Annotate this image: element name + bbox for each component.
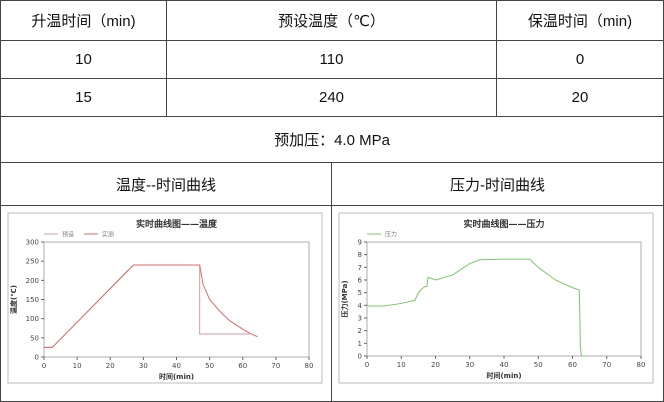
x-tick-label: 10 <box>397 361 406 369</box>
series-line-压力 <box>366 258 587 357</box>
x-tick-label: 40 <box>500 361 509 369</box>
legend-label: 预设 <box>62 231 74 239</box>
cell: 15 <box>0 78 167 117</box>
x-tick-label: 30 <box>139 362 148 370</box>
series-line-实测 <box>44 264 258 348</box>
temp-chart-title: 温度--时间曲线 <box>0 162 332 206</box>
y-tick-label: 4 <box>358 302 363 310</box>
x-tick-label: 50 <box>534 361 543 369</box>
chart-title: 实时曲线图——压力 <box>463 218 544 230</box>
x-tick-label: 60 <box>568 361 577 369</box>
y-tick-label: 150 <box>26 296 39 304</box>
pressure-chart-title: 压力-时间曲线 <box>331 162 664 206</box>
x-tick-label: 0 <box>42 362 46 370</box>
cell: 110 <box>166 40 497 79</box>
y-tick-label: 50 <box>30 334 39 342</box>
cell: 0 <box>496 40 664 79</box>
x-tick-label: 10 <box>73 362 82 370</box>
y-tick-label: 9 <box>358 239 362 247</box>
legend-label: 压力 <box>385 231 397 239</box>
y-tick-label: 100 <box>26 315 39 323</box>
y-axis-label: 压力(MPa) <box>340 280 349 317</box>
cell: 20 <box>496 78 664 117</box>
y-tick-label: 5 <box>358 289 362 297</box>
x-tick-label: 80 <box>637 361 646 369</box>
y-tick-label: 7 <box>358 264 362 272</box>
chart-title: 实时曲线图——温度 <box>136 218 218 230</box>
y-tick-label: 6 <box>358 277 363 285</box>
chart-frame <box>7 212 323 384</box>
x-tick-label: 20 <box>106 362 115 370</box>
x-tick-label: 20 <box>431 361 440 369</box>
y-tick-label: 0 <box>358 353 362 361</box>
header-preset-temp: 预设温度（℃） <box>166 0 497 41</box>
pressure-chart: 实时曲线图——压力 0 10 20 30 40 50 60 70 80 0 1 2 3 4 5 6 7 8 9 时间(m… <box>338 212 654 384</box>
x-tick-label: 60 <box>238 362 247 370</box>
temperature-chart: 实时曲线图——温度 0 10 20 30 40 50 60 70 80 0 50 100 150 200 25… <box>7 212 323 384</box>
legend-label: 实测 <box>102 231 114 239</box>
x-tick-label: 80 <box>305 362 314 370</box>
y-tick-label: 1 <box>358 340 362 348</box>
preload-pressure: 预加压：4.0 MPa <box>0 116 664 163</box>
y-tick-label: 0 <box>35 354 39 362</box>
y-tick-label: 3 <box>358 315 362 323</box>
y-tick-label: 200 <box>26 277 39 285</box>
x-axis-label: 时间(min) <box>159 372 194 381</box>
chart-frame <box>338 212 654 384</box>
y-tick-label: 250 <box>26 258 39 266</box>
x-axis-label: 时间(min) <box>486 371 521 380</box>
x-tick-label: 50 <box>205 362 214 370</box>
y-tick-label: 300 <box>26 239 39 247</box>
x-tick-label: 40 <box>172 362 181 370</box>
x-tick-label: 70 <box>271 362 280 370</box>
header-heating-time: 升温时间（min) <box>0 0 167 41</box>
x-tick-label: 0 <box>365 361 369 369</box>
header-hold-time: 保温时间（min) <box>496 0 664 41</box>
y-tick-label: 8 <box>358 251 362 259</box>
y-tick-label: 2 <box>358 327 362 335</box>
x-tick-label: 70 <box>602 361 611 369</box>
x-tick-label: 30 <box>465 361 474 369</box>
cell: 10 <box>0 40 167 79</box>
cell: 240 <box>166 78 497 117</box>
y-axis-label: 温度(℃) <box>9 285 18 314</box>
